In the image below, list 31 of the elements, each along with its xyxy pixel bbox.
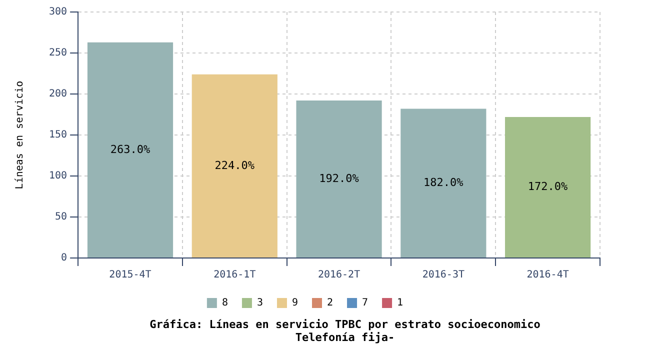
bar (505, 116, 591, 258)
legend-label: 3 (256, 298, 263, 309)
y-tick-label: 300 (49, 6, 68, 18)
x-tick-label: 2015-4T (109, 270, 152, 281)
x-tick-label: 2016-2T (318, 270, 360, 281)
x-tick-label: 2016-3T (422, 270, 464, 281)
legend-label: 2 (327, 298, 334, 309)
data-label: 192.0% (319, 172, 360, 185)
y-tick-label: 150 (49, 130, 68, 141)
y-axis-title: Líneas en servicio (14, 80, 26, 190)
data-label: 263.0% (110, 142, 150, 156)
y-tick-label: 100 (49, 170, 68, 182)
x-tick-label: 2016-4T (526, 270, 569, 281)
bar (192, 74, 278, 258)
y-tick-label: 0 (61, 252, 68, 264)
legend-label: 7 (362, 298, 368, 309)
x-tick-label: 2016-1T (214, 270, 256, 281)
y-tick-label: 50 (55, 212, 68, 223)
legend-label: 1 (397, 298, 404, 309)
data-label: 172.0% (528, 180, 568, 194)
bar (296, 100, 382, 258)
data-label: 224.0% (214, 158, 255, 172)
text: Telefonía fija- (294, 331, 396, 344)
y-tick-label: 200 (49, 88, 68, 100)
legend-label: 9 (292, 298, 298, 309)
data-label: 182.0% (424, 176, 464, 189)
y-tick-label: 250 (49, 48, 68, 59)
bar (87, 42, 174, 258)
text: Gráfica: Líneas en servicio TPBC por estrato socioeconomico (148, 318, 542, 331)
legend-label: 8 (222, 298, 228, 309)
bar (400, 108, 486, 258)
